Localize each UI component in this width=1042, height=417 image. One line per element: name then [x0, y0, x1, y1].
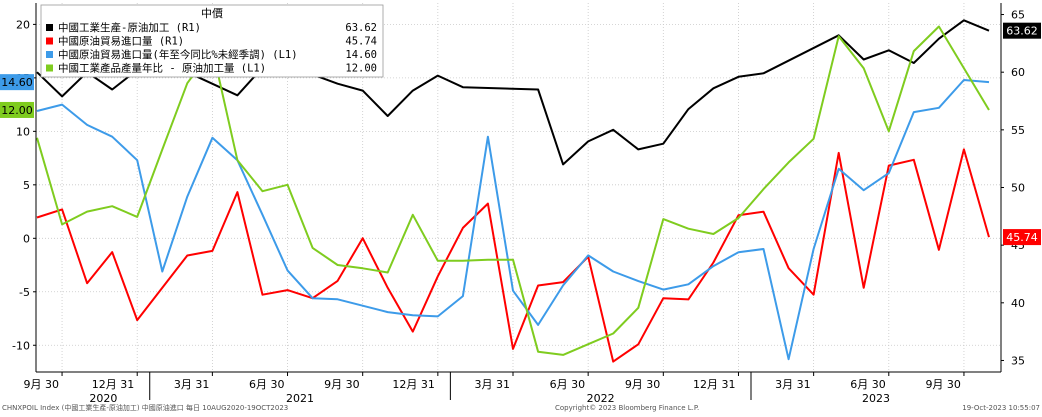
legend-swatch [46, 24, 53, 31]
left-tick-label: 20 [16, 18, 30, 31]
right-tick-label: 55 [1011, 124, 1025, 137]
left-tick-label: 10 [16, 125, 30, 138]
x-year-label: 2020 [89, 392, 117, 405]
x-tick-label: 9月 30 [625, 378, 661, 391]
x-year-label: 2021 [286, 392, 314, 405]
legend-swatch [46, 64, 53, 72]
last-value-tag [1003, 229, 1041, 246]
x-tick-label: 9月 30 [925, 378, 961, 391]
series-3 [36, 25, 990, 356]
legend-box [40, 4, 384, 78]
x-tick-label: 9月 30 [324, 378, 360, 391]
right-tick-label: 40 [1011, 297, 1025, 310]
legend-header: 中價 [201, 6, 223, 20]
x-tick-label: 3月 31 [174, 378, 210, 391]
series-1 [36, 148, 990, 363]
legend-label: 中國工業生產-原油加工 (R1) [58, 21, 201, 34]
last-value-tag [0, 74, 34, 91]
x-tick-label: 12月 31 [92, 378, 135, 391]
right-tick-label: 60 [1011, 66, 1025, 79]
right-tick-label: 65 [1011, 9, 1025, 22]
x-tick-label: 6月 30 [249, 378, 285, 391]
x-tick-label: 3月 31 [475, 378, 511, 391]
legend-value: 14.60 [345, 49, 377, 61]
x-tick-label: 3月 31 [775, 378, 811, 391]
last-value-label: 14.60 [1, 76, 33, 89]
series-line [36, 25, 990, 356]
last-value-label: 45.74 [1006, 231, 1038, 244]
x-tick-label: 6月 30 [850, 378, 886, 391]
footer-center: Copyright© 2023 Bloomberg Finance L.P. [555, 404, 699, 412]
left-tick-label: -5 [19, 286, 30, 299]
x-year-label: 2023 [862, 392, 890, 405]
legend-label: 中國工業產品產量年比 - 原油加工量 (L1) [58, 62, 266, 75]
x-tick-label: 9月 30 [24, 378, 60, 391]
left-tick-label: 5 [23, 179, 30, 192]
x-year-label: 2022 [587, 392, 615, 405]
last-value-tag [1003, 22, 1041, 39]
legend-value: 63.62 [345, 22, 377, 34]
last-value-label: 63.62 [1006, 25, 1038, 38]
legend-swatch [46, 37, 53, 45]
footer-right: 19-Oct-2023 10:55:07 [962, 404, 1040, 412]
grid [36, 3, 1001, 372]
legend-swatch [46, 51, 53, 58]
legend-label: 中國原油貿易進口量 (R1) [58, 35, 184, 48]
series-line [36, 148, 990, 363]
left-tick-label: -10 [12, 339, 30, 352]
x-tick-label: 12月 31 [392, 378, 435, 391]
right-tick-label: 50 [1011, 182, 1025, 195]
left-tick-label: 0 [23, 232, 30, 245]
x-tick-label: 6月 30 [550, 378, 586, 391]
legend-value: 12.00 [345, 63, 377, 75]
legend-label: 中國原油貿易進口量(年至今同比%未經季調) (L1) [58, 48, 298, 61]
last-value-label: 12.00 [1, 104, 33, 117]
footer-left: CHNXPOIL Index (中國工業生產-原油加工) 中國原油進口 每日 1… [2, 403, 288, 412]
footer: CHNXPOIL Index (中國工業生產-原油加工) 中國原油進口 每日 1… [2, 403, 1040, 412]
right-tick-label: 35 [1011, 354, 1025, 367]
last-value-tag [0, 101, 34, 118]
x-tick-label: 12月 31 [693, 378, 736, 391]
legend-value: 45.74 [345, 36, 377, 48]
